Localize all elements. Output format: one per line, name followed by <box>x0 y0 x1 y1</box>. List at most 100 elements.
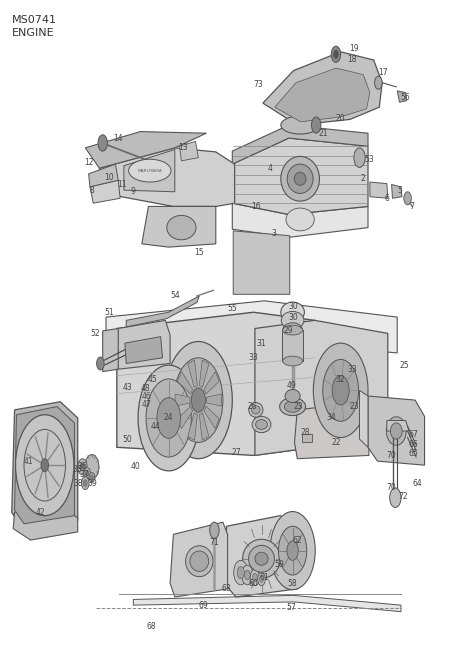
Text: 44: 44 <box>151 421 161 431</box>
Circle shape <box>83 480 87 486</box>
Ellipse shape <box>186 546 213 577</box>
Text: 34: 34 <box>327 413 336 423</box>
Text: 68: 68 <box>146 622 156 630</box>
Circle shape <box>250 570 260 586</box>
Circle shape <box>146 379 191 457</box>
Text: 51: 51 <box>104 308 114 317</box>
Text: 12: 12 <box>84 158 93 167</box>
Text: 70: 70 <box>387 451 396 460</box>
Text: 30: 30 <box>289 313 299 322</box>
Polygon shape <box>117 320 170 369</box>
Ellipse shape <box>280 398 306 415</box>
Text: 19: 19 <box>349 44 359 53</box>
Polygon shape <box>233 231 290 294</box>
Ellipse shape <box>287 164 313 194</box>
Polygon shape <box>207 394 222 406</box>
Text: 62: 62 <box>292 535 302 545</box>
Text: 42: 42 <box>35 508 45 517</box>
Text: 10: 10 <box>104 173 114 182</box>
Ellipse shape <box>284 401 301 412</box>
Polygon shape <box>13 505 78 540</box>
Text: 29: 29 <box>283 326 293 334</box>
Ellipse shape <box>386 417 406 446</box>
Text: 66: 66 <box>409 440 419 448</box>
Text: 17: 17 <box>378 68 388 78</box>
Ellipse shape <box>252 406 260 414</box>
Polygon shape <box>224 516 297 597</box>
Text: 43: 43 <box>123 383 133 391</box>
Text: 67: 67 <box>409 429 419 439</box>
Polygon shape <box>204 406 219 429</box>
Ellipse shape <box>283 325 302 335</box>
Text: 8: 8 <box>90 186 94 195</box>
Circle shape <box>331 46 341 62</box>
Circle shape <box>242 565 253 585</box>
Ellipse shape <box>128 159 171 182</box>
Circle shape <box>157 398 181 438</box>
Text: 33: 33 <box>249 353 258 362</box>
Circle shape <box>84 468 91 479</box>
Circle shape <box>80 463 85 471</box>
Circle shape <box>270 512 315 590</box>
Text: 5: 5 <box>397 186 402 195</box>
Text: 4: 4 <box>267 163 273 173</box>
Ellipse shape <box>190 551 209 572</box>
Circle shape <box>234 560 248 585</box>
Polygon shape <box>387 421 409 431</box>
Polygon shape <box>142 206 216 247</box>
Circle shape <box>82 476 89 490</box>
Polygon shape <box>15 407 74 524</box>
Text: 71: 71 <box>210 538 219 547</box>
Circle shape <box>278 526 307 575</box>
Polygon shape <box>124 149 175 192</box>
Text: 41: 41 <box>24 457 34 466</box>
Ellipse shape <box>283 356 302 366</box>
Ellipse shape <box>281 156 319 201</box>
Text: 61: 61 <box>260 573 269 582</box>
Circle shape <box>237 567 244 579</box>
Text: MARUYAMA: MARUYAMA <box>137 169 162 173</box>
Text: 65: 65 <box>409 450 419 458</box>
Circle shape <box>260 576 264 582</box>
Circle shape <box>138 365 199 471</box>
Circle shape <box>323 359 358 421</box>
Polygon shape <box>204 372 219 394</box>
Text: 56: 56 <box>400 93 410 102</box>
Circle shape <box>91 475 93 480</box>
Polygon shape <box>188 413 197 440</box>
Text: 47: 47 <box>142 401 151 409</box>
Text: 45: 45 <box>147 375 157 385</box>
Text: 33: 33 <box>347 364 357 374</box>
Text: 18: 18 <box>348 56 357 64</box>
Circle shape <box>390 488 401 507</box>
Text: 73: 73 <box>253 80 263 89</box>
Ellipse shape <box>283 323 302 338</box>
Text: 50: 50 <box>123 435 133 444</box>
Circle shape <box>191 388 205 412</box>
Text: 9: 9 <box>131 188 136 196</box>
Text: 11: 11 <box>117 180 126 189</box>
Polygon shape <box>282 330 303 361</box>
Text: 38: 38 <box>73 478 82 488</box>
Text: 58: 58 <box>288 579 297 588</box>
Text: 23: 23 <box>349 402 359 411</box>
Text: 64: 64 <box>412 478 422 488</box>
Text: 25: 25 <box>400 361 409 371</box>
Text: ENGINE: ENGINE <box>12 28 55 38</box>
Text: 48: 48 <box>140 384 150 393</box>
Text: 31: 31 <box>257 338 266 348</box>
Text: 20: 20 <box>336 114 346 123</box>
Circle shape <box>311 117 321 133</box>
Polygon shape <box>188 360 197 387</box>
Text: 54: 54 <box>170 291 180 300</box>
Polygon shape <box>232 125 368 164</box>
Polygon shape <box>263 52 382 125</box>
Ellipse shape <box>281 312 304 329</box>
Polygon shape <box>90 180 120 203</box>
Polygon shape <box>170 522 228 597</box>
Ellipse shape <box>285 389 300 403</box>
Circle shape <box>210 522 219 539</box>
Ellipse shape <box>294 172 306 186</box>
Polygon shape <box>294 402 369 459</box>
Text: 63: 63 <box>222 584 231 594</box>
